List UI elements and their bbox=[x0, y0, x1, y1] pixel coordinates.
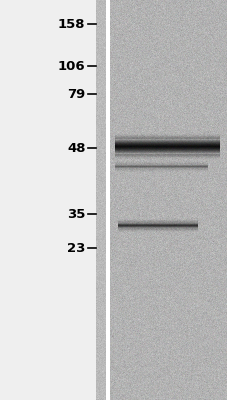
Text: 35: 35 bbox=[67, 208, 85, 220]
Text: 106: 106 bbox=[58, 60, 85, 72]
Text: 23: 23 bbox=[67, 242, 85, 254]
Text: 48: 48 bbox=[67, 142, 85, 154]
Text: 79: 79 bbox=[67, 88, 85, 100]
Text: 158: 158 bbox=[58, 18, 85, 30]
